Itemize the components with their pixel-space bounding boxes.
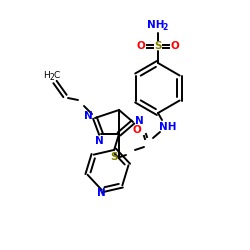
Text: NH: NH <box>159 122 177 132</box>
Text: O: O <box>170 41 179 51</box>
Text: 2: 2 <box>162 22 168 32</box>
Text: S: S <box>154 41 162 51</box>
Text: 2: 2 <box>50 72 54 82</box>
Text: C: C <box>54 70 60 80</box>
Text: N: N <box>94 136 104 146</box>
Text: N: N <box>98 188 106 198</box>
Text: O: O <box>132 125 141 135</box>
Text: N: N <box>134 116 143 126</box>
Text: N: N <box>84 111 92 121</box>
Text: NH: NH <box>147 20 165 30</box>
Text: H: H <box>42 70 50 80</box>
Text: S: S <box>110 152 118 162</box>
Text: O: O <box>136 41 145 51</box>
